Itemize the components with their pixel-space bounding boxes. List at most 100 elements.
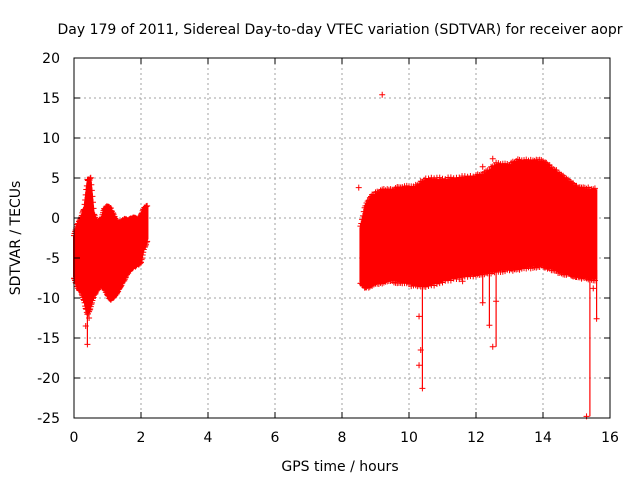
x-tick-label: 4	[204, 430, 213, 446]
data-point	[77, 287, 84, 294]
y-tick-label: 5	[51, 171, 60, 187]
outlier-point	[590, 285, 597, 292]
y-tick-label: -20	[37, 371, 60, 387]
data-point	[359, 212, 366, 219]
data-point	[464, 273, 471, 280]
outlier-points	[82, 91, 600, 420]
data-point	[436, 174, 443, 181]
data-point	[140, 249, 147, 256]
chart-title: Day 179 of 2011, Sidereal Day-to-day VTE…	[57, 22, 622, 38]
data-point	[139, 251, 146, 258]
data-point	[78, 291, 85, 298]
data-point	[87, 175, 94, 182]
data-point	[81, 299, 88, 306]
data-point	[591, 185, 598, 192]
data-point	[143, 239, 150, 246]
y-tick-label: -5	[46, 251, 60, 267]
data-point	[425, 282, 432, 289]
outlier-point	[459, 278, 466, 285]
data-point	[364, 198, 371, 205]
x-tick-label: 8	[338, 430, 347, 446]
data-point	[461, 173, 468, 180]
outlier-point	[379, 91, 386, 98]
y-tick-label: 15	[42, 91, 60, 107]
data-point	[81, 201, 88, 208]
y-tick-label: 10	[42, 131, 60, 147]
data-point	[78, 212, 85, 219]
y-tick-label: 20	[42, 51, 60, 67]
y-axis-label: SDTVAR / TECUs	[8, 181, 24, 296]
data-point	[82, 191, 89, 198]
data-point	[78, 288, 85, 295]
data-point	[436, 280, 443, 287]
data-point	[87, 174, 94, 181]
data-point	[138, 256, 145, 263]
data-point	[89, 199, 96, 206]
x-axis-label: GPS time / hours	[281, 459, 398, 475]
x-tick-label: 0	[70, 430, 79, 446]
data-point	[97, 216, 104, 223]
outlier-point	[355, 184, 362, 191]
x-tick-label: 6	[271, 430, 280, 446]
data-point	[107, 205, 114, 212]
x-tick-label: 16	[601, 430, 619, 446]
x-tick-label: 14	[534, 430, 552, 446]
data-point	[101, 284, 108, 291]
data-point	[362, 202, 369, 209]
data-point	[80, 207, 87, 214]
data-point	[138, 259, 144, 266]
outlier-point	[489, 155, 496, 162]
data-point	[89, 193, 96, 200]
data-point	[90, 205, 97, 212]
data-point	[88, 187, 95, 194]
data-point	[456, 276, 463, 283]
data-point	[144, 238, 151, 245]
data-point	[88, 181, 95, 188]
outlier-point	[479, 163, 486, 170]
data-point	[470, 273, 477, 280]
data-point	[428, 174, 435, 181]
data-point	[144, 202, 151, 209]
data-point	[359, 216, 366, 223]
x-tick-label: 2	[137, 430, 146, 446]
data-point	[77, 216, 84, 223]
data-point	[81, 206, 88, 213]
data-point	[358, 220, 365, 227]
data-point	[117, 283, 124, 290]
data-point	[447, 174, 454, 181]
band-early-segment	[71, 174, 151, 318]
data-series	[71, 91, 600, 420]
data-point	[89, 295, 96, 302]
data-point	[122, 274, 129, 281]
outlier-point	[489, 343, 496, 350]
data-point	[92, 291, 99, 298]
y-tick-label: -10	[37, 291, 60, 307]
data-point	[431, 175, 438, 182]
data-point	[104, 292, 111, 299]
data-point	[88, 301, 95, 308]
data-point	[83, 182, 90, 189]
data-point	[486, 167, 493, 174]
data-point	[425, 175, 432, 182]
x-tick-label: 10	[400, 430, 418, 446]
data-point	[139, 255, 146, 262]
outlier-point	[416, 362, 423, 369]
data-point	[545, 264, 552, 271]
y-tick-label: -15	[37, 331, 60, 347]
outlier-point	[416, 313, 423, 320]
data-point	[366, 194, 373, 201]
data-point	[470, 173, 477, 180]
data-point	[433, 280, 440, 287]
data-point	[110, 210, 117, 217]
data-point	[83, 186, 90, 193]
y-tick-label: -25	[37, 411, 60, 427]
data-point	[82, 196, 89, 203]
data-point	[360, 208, 367, 215]
data-point	[422, 283, 429, 290]
data-point	[467, 172, 474, 179]
data-point	[80, 296, 87, 303]
axis-ticks: 0 2 4 6 8 10 12 14 16 -25 -20 -15 -10 -5 0 5 10 15 20	[37, 51, 619, 446]
data-point	[459, 274, 466, 281]
data-point	[121, 277, 128, 284]
